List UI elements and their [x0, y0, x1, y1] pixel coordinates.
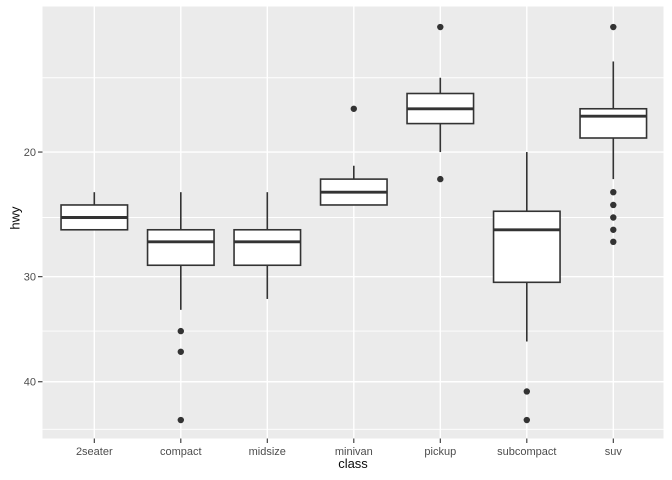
boxplot-subcompact: [492, 152, 561, 424]
outlier-point: [610, 238, 617, 246]
boxplot-midsize: [233, 192, 302, 299]
box-rect: [492, 210, 561, 284]
panel-background: [42, 6, 664, 439]
boxplot-minivan: [319, 105, 388, 206]
boxplot-pickup: [406, 23, 475, 183]
box-rect: [146, 228, 215, 267]
x-tick-label: compact: [160, 446, 202, 458]
x-tick-label: midsize: [249, 446, 286, 458]
outlier-point: [610, 23, 617, 31]
x-tick-label: minivan: [335, 446, 373, 458]
outlier-point: [177, 327, 184, 335]
x-axis-title: class: [338, 456, 368, 471]
outlier-point: [610, 188, 617, 196]
y-axis-title: hwy: [8, 206, 23, 230]
outlier-point: [177, 348, 184, 355]
outlier-point: [610, 226, 617, 233]
outlier-point: [437, 23, 444, 31]
outlier-point: [523, 388, 530, 395]
y-tick-label: 20: [24, 147, 36, 159]
x-tick-label: 2seater: [76, 446, 113, 458]
outlier-point: [437, 175, 444, 183]
chart-layer: 20 30 40 2seater compact midsize minivan pickup…: [24, 6, 664, 458]
y-tick-label: 30: [24, 272, 36, 284]
box-rect: [233, 228, 302, 267]
outlier-point: [177, 416, 184, 424]
outlier-point: [523, 416, 530, 424]
boxplot-suv: [579, 23, 648, 246]
y-tick-label: 40: [24, 377, 36, 389]
boxplot-2seater: [60, 192, 129, 231]
outlier-point: [350, 105, 357, 112]
outlier-point: [610, 214, 617, 221]
x-tick-label: suv: [605, 446, 623, 458]
x-tick-label: pickup: [424, 446, 456, 458]
boxplot-compact: [146, 192, 215, 424]
outlier-point: [610, 201, 617, 209]
box-rect: [579, 107, 648, 139]
x-tick-label: subcompact: [497, 446, 556, 458]
